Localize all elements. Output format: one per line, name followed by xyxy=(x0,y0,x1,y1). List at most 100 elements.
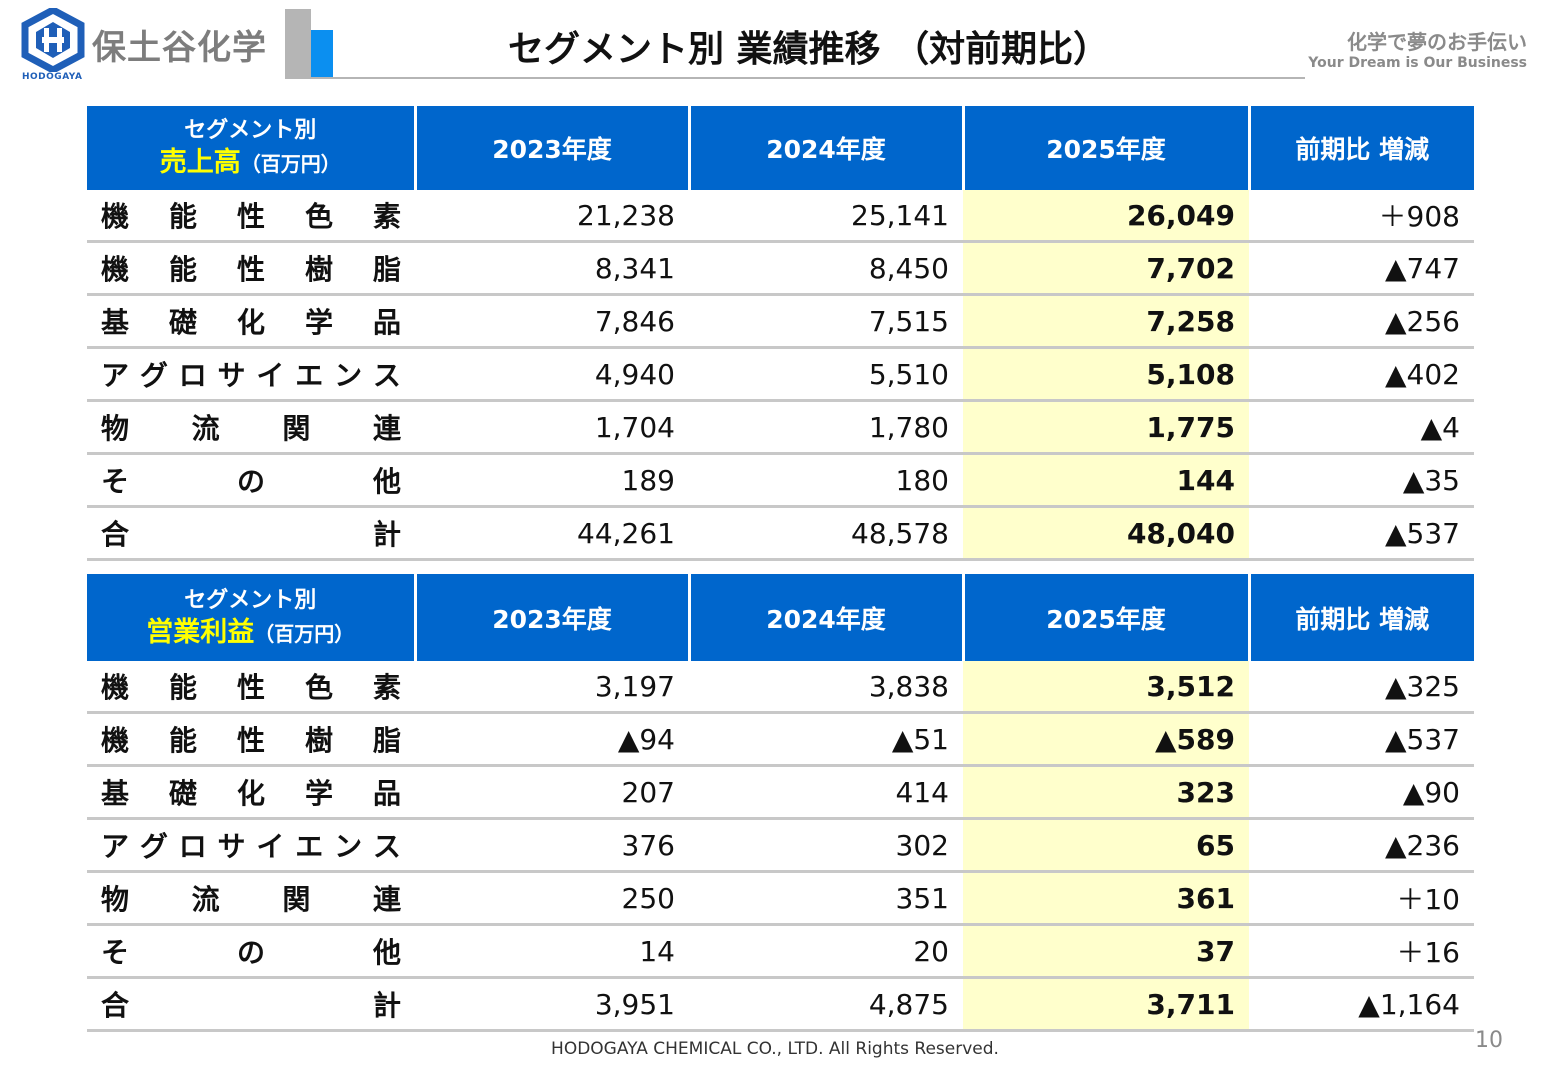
sales-header-unit: （百万円） xyxy=(240,152,341,176)
segment-label-chars: その他 xyxy=(101,460,401,500)
value-2023: 3,951 xyxy=(415,977,689,1032)
value-2025: 7,702 xyxy=(963,241,1249,296)
segment-label-char: の xyxy=(236,465,265,498)
segment-label-chars: アグロサイエンス xyxy=(101,825,401,865)
segment-label-char: 他 xyxy=(372,465,401,498)
segment-label-chars: その他 xyxy=(101,931,401,971)
segment-label-char: グ xyxy=(139,830,168,863)
profit-col-2024: 2024年度 xyxy=(687,574,965,661)
profit-header-main-line: 営業利益（百万円） xyxy=(87,616,414,650)
segment-label-char: 樹 xyxy=(304,724,333,757)
segment-label: 物流関連 xyxy=(87,871,415,926)
profit-header-unit: （百万円） xyxy=(254,621,355,646)
sales-col-2024: 2024年度 xyxy=(687,106,965,190)
value-2023: 207 xyxy=(415,765,689,820)
sales-segment-header: セグメント別 売上高（百万円） xyxy=(87,106,417,190)
segment-label-chars: 物流関連 xyxy=(101,407,401,447)
segment-label-char: 物 xyxy=(101,412,130,445)
segment-label-char: グ xyxy=(139,359,168,392)
value-2024: 1,780 xyxy=(689,400,963,455)
value-diff: ▲256 xyxy=(1249,294,1474,349)
header-divider xyxy=(285,77,1305,79)
segment-label-char: 性 xyxy=(236,671,265,704)
segment-label-char: ロ xyxy=(178,359,207,392)
segment-label-char: イ xyxy=(256,359,285,392)
segment-label-char: 脂 xyxy=(372,724,401,757)
segment-label-chars: アグロサイエンス xyxy=(101,354,401,394)
segment-label-chars: 基礎化学品 xyxy=(101,301,401,341)
segment-label-char: ス xyxy=(372,830,401,863)
segment-label-char: イ xyxy=(256,830,285,863)
segment-label-char: 化 xyxy=(236,777,265,810)
segment-label-chars: 合計 xyxy=(101,984,401,1024)
table-row: 機 能 性 色 素 3,197 3,838 3,512 ▲325 xyxy=(87,661,1474,714)
segment-label-char: 能 xyxy=(168,724,197,757)
segment-label-char: 機 xyxy=(101,253,130,286)
value-2025: 26,049 xyxy=(963,190,1249,243)
sales-col-2025: 2025年度 xyxy=(961,106,1251,190)
value-2025: 65 xyxy=(963,818,1249,873)
segment-label-char: 関 xyxy=(282,412,311,445)
value-2024: 8,450 xyxy=(689,241,963,296)
table-row: 機 能 性 色 素 21,238 25,141 26,049 ＋908 xyxy=(87,190,1474,243)
segment-label-char: 能 xyxy=(168,253,197,286)
footer-copyright: HODOGAYA CHEMICAL CO., LTD. All Rights R… xyxy=(551,1039,999,1059)
segment-label-char: 性 xyxy=(236,200,265,233)
segment-label-chars: 物流関連 xyxy=(101,878,401,918)
segment-label-char: 連 xyxy=(372,412,401,445)
profit-col-2025: 2025年度 xyxy=(961,574,1251,661)
table-row: 合計 44,261 48,578 48,040 ▲537 xyxy=(87,506,1474,561)
segment-label-char: 計 xyxy=(372,518,401,551)
table-row: 基 礎 化 学 品 207 414 323 ▲90 xyxy=(87,765,1474,820)
segment-label-char: 物 xyxy=(101,883,130,916)
segment-label-char: 他 xyxy=(372,936,401,969)
segment-label-char: 化 xyxy=(236,306,265,339)
segment-label-char: 礎 xyxy=(168,777,197,810)
profit-table: セグメント別 営業利益（百万円） 2023年度 2024年度 2025年度 前期… xyxy=(87,574,1474,1032)
value-2024: 302 xyxy=(689,818,963,873)
segment-label-char: 機 xyxy=(101,200,130,233)
segment-label: その他 xyxy=(87,924,415,979)
segment-label: 物流関連 xyxy=(87,400,415,455)
segment-label-char: そ xyxy=(101,936,130,969)
value-diff: ▲4 xyxy=(1249,400,1474,455)
segment-label-char: エ xyxy=(295,359,324,392)
table-row: アグロサイエンス 376 302 65 ▲236 xyxy=(87,818,1474,873)
table-row: 基 礎 化 学 品 7,846 7,515 7,258 ▲256 xyxy=(87,294,1474,349)
sales-table: セグメント別 売上高（百万円） 2023年度 2024年度 2025年度 前期比… xyxy=(87,106,1474,561)
sales-header-row: セグメント別 売上高（百万円） 2023年度 2024年度 2025年度 前期比… xyxy=(87,106,1474,190)
segment-label-char: ス xyxy=(372,359,401,392)
segment-label-char: サ xyxy=(217,830,246,863)
table-row: そ の 他 14 20 37 ＋16 xyxy=(87,924,1474,979)
profit-table-body: 機能性色素 3,197 3,838 3,512 ▲325 機能性樹脂 ▲94 ▲51 ▲589 ▲… xyxy=(87,661,1474,1032)
segment-label-char: ア xyxy=(101,359,130,392)
value-2024: 4,875 xyxy=(689,977,963,1032)
segment-label-char: 流 xyxy=(191,883,220,916)
segment-label-char: 合 xyxy=(101,989,130,1022)
value-2025: ▲589 xyxy=(963,712,1249,767)
segment-label-char: 計 xyxy=(372,989,401,1022)
page-number: 10 xyxy=(1475,1028,1503,1053)
value-diff: ▲1,164 xyxy=(1249,977,1474,1032)
sales-col-diff: 前期比 増減 xyxy=(1247,106,1474,190)
value-2025: 3,711 xyxy=(963,977,1249,1032)
header-decoration-gray xyxy=(285,9,311,79)
segment-label-char: 色 xyxy=(304,200,333,233)
segment-label-char: そ xyxy=(101,465,130,498)
hodogaya-logo-icon xyxy=(21,8,85,72)
value-2025: 48,040 xyxy=(963,506,1249,561)
segment-label-char: 色 xyxy=(304,671,333,704)
value-2024: 20 xyxy=(689,924,963,979)
segment-label-char: 連 xyxy=(372,883,401,916)
segment-label-chars: 機能性樹脂 xyxy=(101,248,401,288)
value-2025: 3,512 xyxy=(963,661,1249,714)
tagline-japanese: 化学で夢のお手伝い xyxy=(1347,30,1527,54)
value-diff: ▲537 xyxy=(1249,712,1474,767)
table-row: 機 能 性 樹 脂 8,341 8,450 7,702 ▲747 xyxy=(87,241,1474,296)
segment-label-char: 素 xyxy=(372,671,401,704)
segment-label-char: 学 xyxy=(304,306,333,339)
segment-label-char: 能 xyxy=(168,200,197,233)
segment-label: 基礎化学品 xyxy=(87,765,415,820)
value-2023: 4,940 xyxy=(415,347,689,402)
value-2024: 180 xyxy=(689,453,963,508)
